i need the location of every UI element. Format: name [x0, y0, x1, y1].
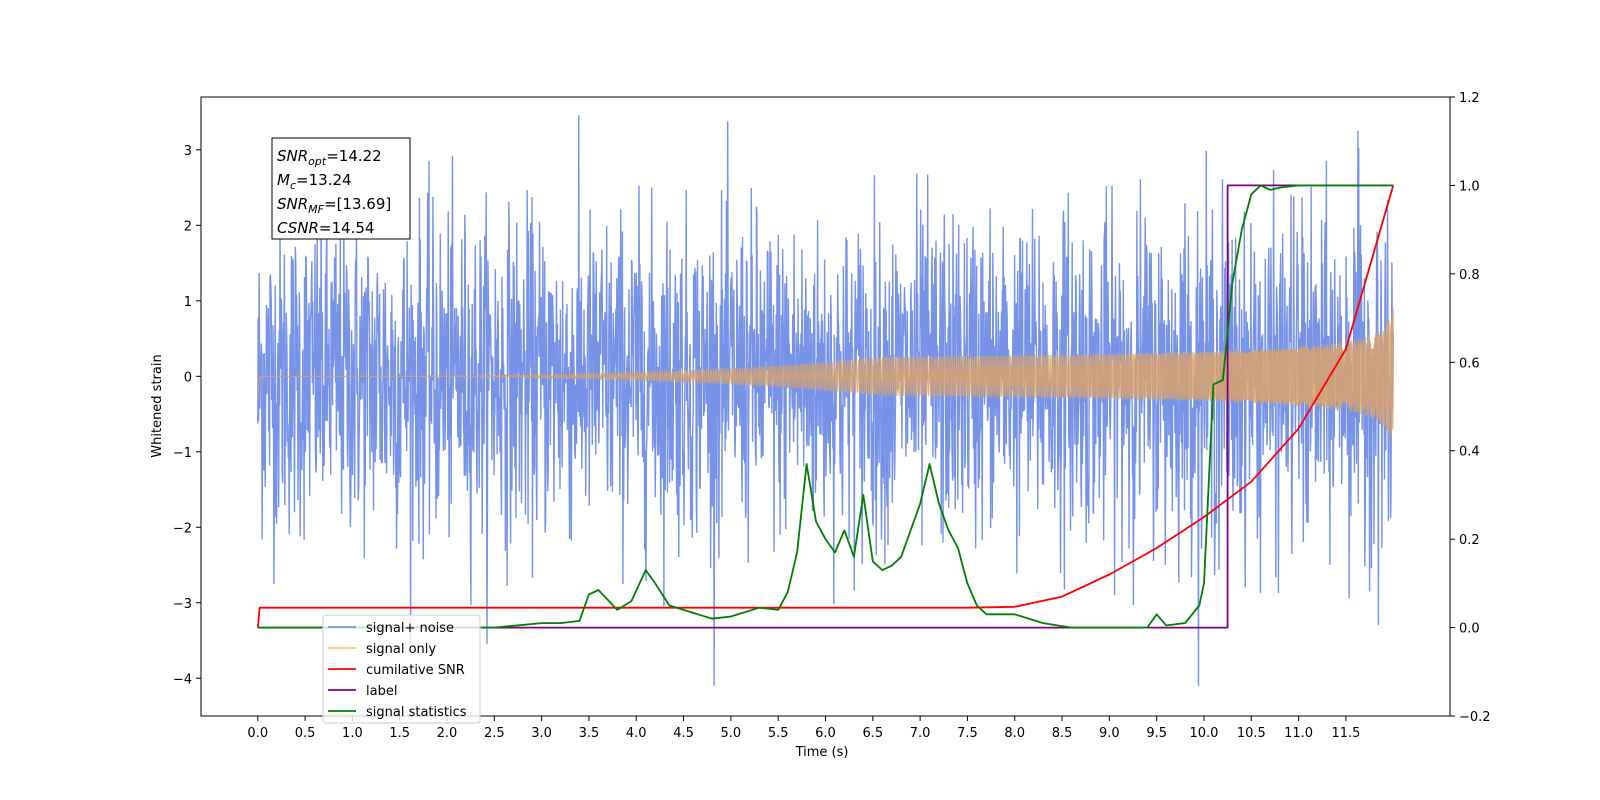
- y-axis-right: 1.2 1.0 0.8 0.6 0.4 0.2 0.0 −0.2: [1450, 91, 1491, 725]
- y-axis-left: 3 2 1 0 −1 −2 −3 −4: [173, 144, 201, 687]
- annotation-box: SNRopt=14.22 Mc=13.24 SNRMF=[13.69] CSNR=14…: [271, 137, 411, 240]
- y-tick-label: −1: [173, 446, 192, 461]
- legend-label: signal+ noise: [366, 621, 454, 636]
- y-tick-label: 2: [184, 219, 192, 234]
- x-tick-label: 6.5: [862, 726, 883, 741]
- x-tick-label: 4.5: [673, 726, 694, 741]
- legend-label: signal only: [366, 642, 436, 657]
- y2-tick-label: 0.4: [1459, 445, 1480, 460]
- y-tick-label: 3: [184, 144, 192, 159]
- x-tick-label: 4.0: [626, 726, 647, 741]
- y2-tick-label: 0.6: [1459, 356, 1480, 371]
- x-axis-label: Time (s): [795, 745, 849, 760]
- y-tick-label: 0: [184, 370, 192, 385]
- x-tick-label: 7.5: [957, 726, 978, 741]
- x-tick-label: 5.0: [721, 726, 742, 741]
- y2-tick-label: 1.0: [1459, 179, 1480, 194]
- annotation-frame: [271, 137, 411, 240]
- legend-label: label: [366, 684, 397, 699]
- x-tick-label: 1.5: [389, 726, 410, 741]
- x-tick-label: 2.0: [437, 726, 458, 741]
- legend-label: signal statistics: [366, 705, 467, 720]
- y2-tick-label: 0.2: [1459, 533, 1480, 548]
- y2-tick-label: −0.2: [1459, 710, 1491, 725]
- annotation-line: SNRMF=[13.69]: [277, 195, 391, 216]
- legend-frame: [322, 614, 481, 724]
- x-tick-label: 9.0: [1099, 726, 1120, 741]
- x-tick-label: 8.0: [1004, 726, 1025, 741]
- x-tick-label: 0.0: [247, 726, 268, 741]
- x-tick-label: 11.5: [1331, 726, 1360, 741]
- series-signal-statistics-line: [257, 184, 1394, 629]
- legend-label: cumilative SNR: [366, 663, 465, 678]
- series-signal-only-line: [257, 307, 1394, 439]
- y2-tick-label: 0.8: [1459, 268, 1480, 283]
- x-axis: 0.0 0.5 1.0 1.5 2.0 2.5 3.0 3.5 4.0 4.5 5.0 5.5 6.0 6…: [247, 716, 1360, 741]
- x-tick-label: 7.0: [910, 726, 931, 741]
- x-tick-label: 6.0: [815, 726, 836, 741]
- x-tick-label: 10.0: [1190, 726, 1219, 741]
- y-tick-label: −2: [173, 521, 192, 536]
- legend: signal+ noise signal only cumilative SNR la…: [322, 614, 481, 724]
- series-layer: [256, 115, 1395, 686]
- x-tick-label: 3.0: [531, 726, 552, 741]
- annotation-line: CSNR=14.54: [277, 219, 374, 237]
- x-tick-label: 2.5: [484, 726, 505, 741]
- annotation-line: Mc=13.24: [277, 171, 352, 192]
- series-cumulative-snr-line: [256, 185, 1395, 628]
- x-tick-label: 1.0: [342, 726, 363, 741]
- y2-tick-label: 1.2: [1459, 91, 1480, 106]
- x-tick-label: 9.5: [1146, 726, 1167, 741]
- y-tick-label: −4: [173, 672, 192, 687]
- y-tick-label: 1: [184, 295, 192, 310]
- x-tick-label: 3.5: [579, 726, 600, 741]
- y2-tick-label: 0.0: [1459, 622, 1480, 637]
- x-tick-label: 0.5: [295, 726, 316, 741]
- y-tick-label: −3: [173, 597, 192, 612]
- x-tick-label: 5.5: [768, 726, 789, 741]
- y-axis-label: Whitened strain: [150, 354, 165, 457]
- x-tick-label: 8.5: [1052, 726, 1073, 741]
- annotation-line: SNRopt=14.22: [277, 147, 382, 168]
- x-tick-label: 11.0: [1284, 726, 1313, 741]
- x-tick-label: 10.5: [1237, 726, 1266, 741]
